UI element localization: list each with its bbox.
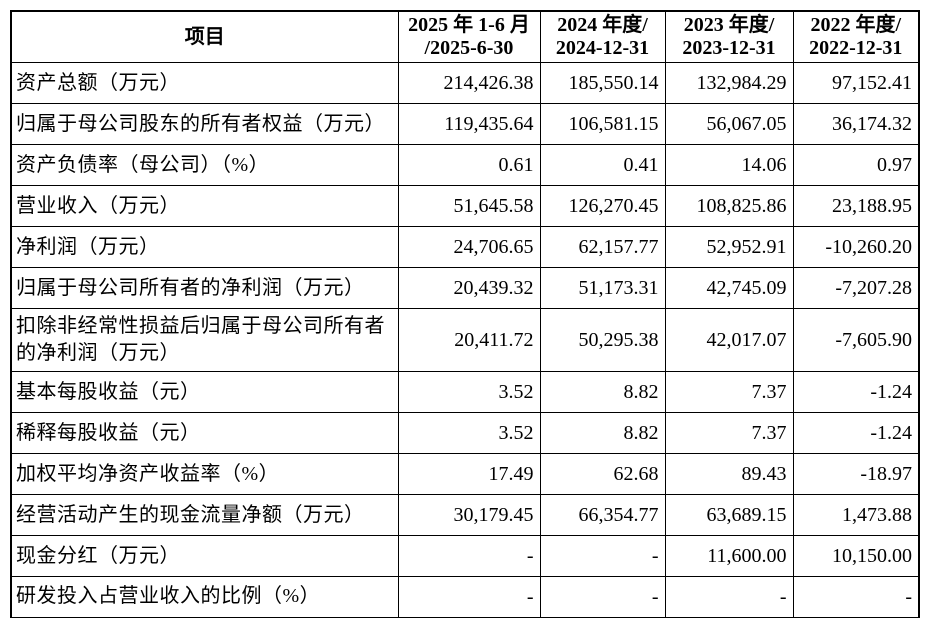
table-row: 经营活动产生的现金流量净额（万元） 30,179.45 66,354.77 63,68… — [10, 494, 920, 536]
table-row: 归属于母公司股东的所有者权益（万元） 119,435.64 106,581.15 56… — [10, 103, 920, 145]
row-value: 126,270.45 — [539, 185, 666, 227]
row-value: - — [397, 535, 541, 577]
row-value: - — [539, 576, 666, 618]
row-value: 56,067.05 — [664, 103, 794, 145]
header-period-2024: 2024 年度/ 2024-12-31 — [539, 10, 666, 63]
row-value: 52,952.91 — [664, 226, 794, 268]
row-value: 42,745.09 — [664, 267, 794, 309]
table-row: 现金分红（万元） - -11,600.00 10,150.00 — [10, 535, 920, 577]
table-row: 资产总额（万元） 214,426.38 185,550.14 132,984.29 97… — [10, 62, 920, 104]
row-value: 50,295.38 — [539, 308, 666, 372]
row-label: 基本每股收益（元） — [10, 371, 399, 413]
header-period-line2: /2025-6-30 — [424, 37, 514, 59]
header-period-2023: 2023 年度/ 2023-12-31 — [664, 10, 794, 63]
header-period-line1: 2024 年度/ — [557, 14, 648, 36]
row-value: -7,207.28 — [792, 267, 920, 309]
row-value: - — [664, 576, 794, 618]
row-value: 62,157.77 — [539, 226, 666, 268]
row-value: 24,706.65 — [397, 226, 541, 268]
row-value: 7.37 — [664, 371, 794, 413]
row-value: 20,411.72 — [397, 308, 541, 372]
table-row: 研发投入占营业收入的比例（%） - - - - — [10, 576, 920, 618]
row-value: 63,689.15 — [664, 494, 794, 536]
table-row: 扣除非经常性损益后归属于母公司所有者的净利润（万元） 20,411.72 50,29… — [10, 308, 920, 372]
row-value: 108,825.86 — [664, 185, 794, 227]
row-value: 20,439.32 — [397, 267, 541, 309]
row-value: 0.61 — [397, 144, 541, 186]
row-value: 51,173.31 — [539, 267, 666, 309]
row-value: 0.41 — [539, 144, 666, 186]
row-value: - — [397, 576, 541, 618]
row-label: 现金分红（万元） — [10, 535, 399, 577]
row-value: -18.97 — [792, 453, 920, 495]
row-value: 89.43 — [664, 453, 794, 495]
financial-summary-table: 项目 2025 年 1-6 月 /2025-6-30 2024 年度/ 2024… — [10, 10, 920, 618]
header-period-2022: 2022 年度/ 2022-12-31 — [792, 10, 920, 63]
row-label: 净利润（万元） — [10, 226, 399, 268]
row-value: 23,188.95 — [792, 185, 920, 227]
table-row: 净利润（万元） 24,706.65 62,157.77 52,952.91 -10,26… — [10, 226, 920, 268]
table-body: 资产总额（万元） 214,426.38 185,550.14 132,984.29 97… — [10, 62, 920, 618]
row-value: 17.49 — [397, 453, 541, 495]
header-row: 项目 2025 年 1-6 月 /2025-6-30 2024 年度/ 2024… — [10, 10, 920, 63]
row-label: 资产总额（万元） — [10, 62, 399, 104]
row-label: 营业收入（万元） — [10, 185, 399, 227]
row-value: 0.97 — [792, 144, 920, 186]
row-value: 10,150.00 — [792, 535, 920, 577]
header-period-line2: 2024-12-31 — [555, 37, 650, 59]
table-row: 归属于母公司所有者的净利润（万元） 20,439.32 51,173.31 42,74… — [10, 267, 920, 309]
row-label: 稀释每股收益（元） — [10, 412, 399, 454]
row-value: 42,017.07 — [664, 308, 794, 372]
header-period-line2: 2023-12-31 — [682, 37, 776, 59]
header-period-line1: 2023 年度/ — [683, 14, 775, 36]
row-label: 扣除非经常性损益后归属于母公司所有者的净利润（万元） — [10, 308, 399, 372]
table-row: 资产负债率（母公司）（%） 0.61 0.41 14.06 0.97 — [10, 144, 920, 186]
row-value: 214,426.38 — [397, 62, 541, 104]
row-value: -1.24 — [792, 412, 920, 454]
row-label: 归属于母公司股东的所有者权益（万元） — [10, 103, 399, 145]
row-label: 归属于母公司所有者的净利润（万元） — [10, 267, 399, 309]
row-label: 加权平均净资产收益率（%） — [10, 453, 399, 495]
row-value: 62.68 — [539, 453, 666, 495]
row-value: 7.37 — [664, 412, 794, 454]
row-value: 51,645.58 — [397, 185, 541, 227]
header-period-line2: 2022-12-31 — [809, 37, 903, 59]
table-row: 营业收入（万元） 51,645.58 126,270.45 108,825.86 23,… — [10, 185, 920, 227]
table-row: 加权平均净资产收益率（%） 17.49 62.68 89.43 -18.97 — [10, 453, 920, 495]
row-label: 经营活动产生的现金流量净额（万元） — [10, 494, 399, 536]
row-value: 132,984.29 — [664, 62, 794, 104]
row-value: -1.24 — [792, 371, 920, 413]
row-value: 1,473.88 — [792, 494, 920, 536]
row-value: 3.52 — [397, 412, 541, 454]
row-value: 119,435.64 — [397, 103, 541, 145]
header-item-column: 项目 — [10, 10, 399, 63]
row-value: 3.52 — [397, 371, 541, 413]
header-period-line1: 2025 年 1-6 月 — [408, 14, 530, 36]
row-value: -7,605.90 — [792, 308, 920, 372]
row-value: 8.82 — [539, 412, 666, 454]
row-value: -10,260.20 — [792, 226, 920, 268]
row-value: 97,152.41 — [792, 62, 920, 104]
header-period-line1: 2022 年度/ — [810, 14, 902, 36]
row-label: 研发投入占营业收入的比例（%） — [10, 576, 399, 618]
row-value: 8.82 — [539, 371, 666, 413]
row-value: 66,354.77 — [539, 494, 666, 536]
row-value: 30,179.45 — [397, 494, 541, 536]
row-value: 185,550.14 — [539, 62, 666, 104]
row-value: 11,600.00 — [664, 535, 794, 577]
row-value: - — [792, 576, 920, 618]
header-period-2025: 2025 年 1-6 月 /2025-6-30 — [397, 10, 541, 63]
table-row: 稀释每股收益（元） 3.52 8.82 7.37 -1.24 — [10, 412, 920, 454]
row-value: 106,581.15 — [539, 103, 666, 145]
table-row: 基本每股收益（元） 3.52 8.82 7.37 -1.24 — [10, 371, 920, 413]
row-value: - — [539, 535, 666, 577]
row-value: 36,174.32 — [792, 103, 920, 145]
row-value: 14.06 — [664, 144, 794, 186]
row-label: 资产负债率（母公司）（%） — [10, 144, 399, 186]
